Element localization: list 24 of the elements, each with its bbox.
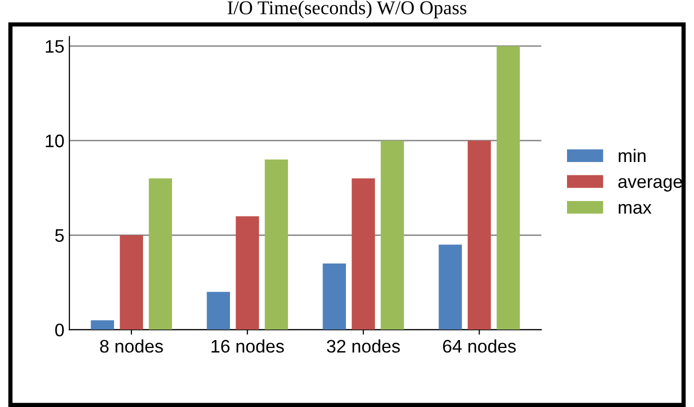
x-tick-label: 8 nodes (100, 339, 163, 353)
bar (120, 235, 144, 330)
bar (264, 160, 288, 330)
bar (438, 244, 462, 330)
y-tick-label: 15 (46, 40, 64, 53)
bar (352, 178, 375, 330)
bar (322, 264, 346, 330)
bar (496, 46, 520, 330)
chart-title: I/O Time(seconds) W/O Opass (228, 0, 466, 18)
y-tick-label: 10 (46, 134, 64, 148)
bar (380, 140, 404, 330)
legend-label: average (618, 178, 682, 192)
bar (148, 178, 172, 330)
x-tick-label: 32 nodes (326, 339, 400, 353)
bar (468, 140, 491, 330)
x-tick-label: 16 nodes (212, 339, 284, 353)
y-tick-label: 0 (55, 324, 64, 336)
bar (236, 216, 259, 330)
bar (90, 320, 114, 330)
y-tick-label: 5 (55, 229, 64, 242)
bar (206, 292, 230, 330)
legend-label: min (618, 148, 646, 162)
legend-label: max (618, 204, 652, 214)
x-tick-label: 64 nodes (443, 339, 516, 353)
